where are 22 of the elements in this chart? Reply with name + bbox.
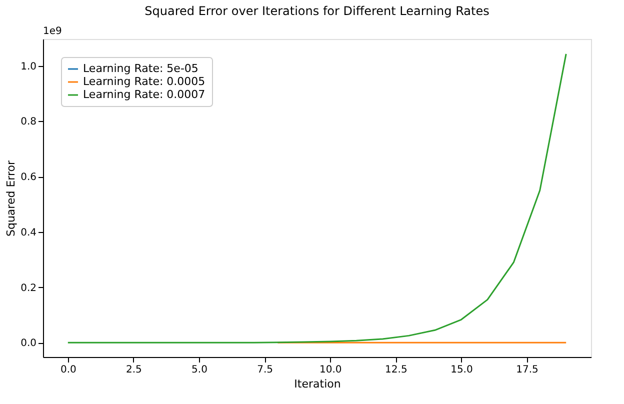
x-tick-label: 12.5 bbox=[385, 364, 408, 376]
y-tick-label: 0.2 bbox=[20, 282, 36, 294]
x-tick-label: 15.0 bbox=[450, 364, 473, 376]
chart-title: Squared Error over Iterations for Different Learning Rates bbox=[144, 4, 490, 18]
y-tick-label: 0.0 bbox=[20, 338, 36, 350]
x-tick-label: 10.0 bbox=[319, 364, 342, 376]
legend-label: Learning Rate: 0.0005 bbox=[83, 75, 206, 88]
y-tick-label: 1.0 bbox=[20, 61, 36, 72]
y-tick-label: 0.4 bbox=[20, 227, 36, 238]
x-axis-title: Iteration bbox=[294, 378, 341, 390]
x-tick-label: 0.0 bbox=[60, 364, 76, 376]
x-tick-label: 17.5 bbox=[516, 364, 538, 376]
line-series bbox=[67, 53, 567, 344]
legend-label: Learning Rate: 0.0007 bbox=[83, 88, 206, 101]
y-axis-title: Squared Error bbox=[4, 160, 18, 237]
x-tick-label: 2.5 bbox=[126, 364, 142, 376]
text: 1e9 bbox=[43, 26, 62, 37]
legend-label: Learning Rate: 5e-05 bbox=[83, 62, 198, 75]
y-tick-label: 0.8 bbox=[20, 116, 36, 128]
y-tick-label: 0.6 bbox=[20, 172, 36, 184]
x-tick-label: 7.5 bbox=[257, 364, 274, 376]
x-tick-label: 5.0 bbox=[192, 364, 208, 376]
